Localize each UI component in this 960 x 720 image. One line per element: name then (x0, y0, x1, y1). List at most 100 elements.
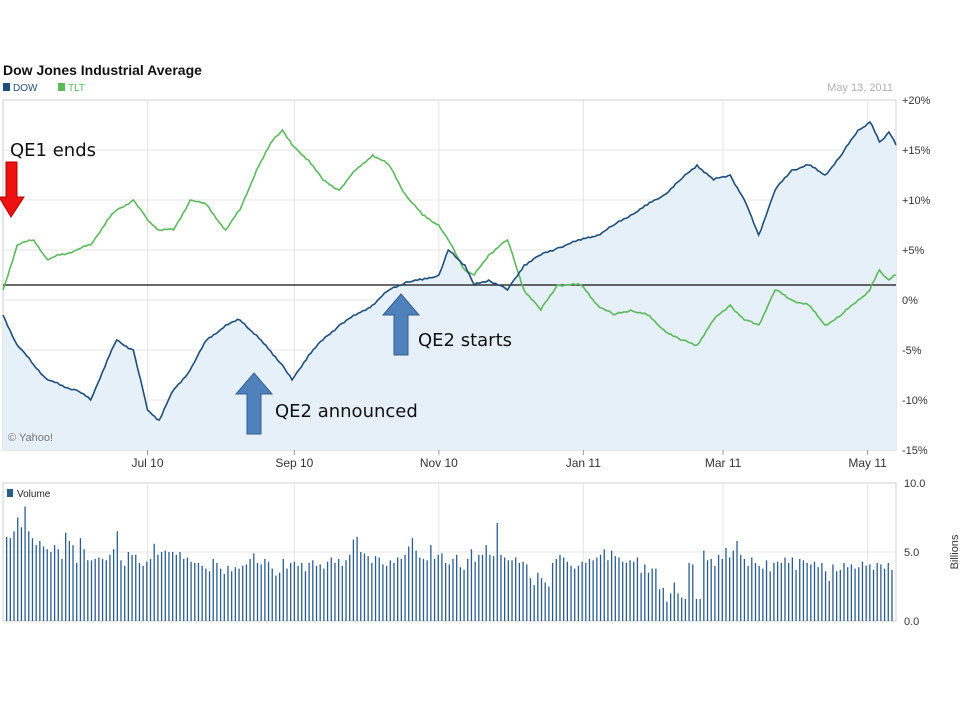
volume-bar (90, 560, 93, 621)
volume-bar (61, 558, 63, 621)
volume-bar (345, 560, 347, 621)
volume-bar (389, 560, 391, 621)
volume-unit-label: Billions (949, 534, 960, 569)
y-tick-label: +10% (902, 195, 931, 207)
volume-bar (824, 571, 827, 621)
volume-bar (677, 593, 679, 621)
volume-bar (614, 556, 616, 621)
volume-bar (109, 554, 111, 621)
volume-bar (666, 601, 668, 621)
volume-bar (717, 554, 720, 621)
volume-bar (522, 561, 524, 621)
volume-bar (146, 561, 148, 621)
volume-bar (485, 545, 487, 621)
volume-bar (640, 572, 642, 621)
volume-bar (633, 561, 635, 621)
volume-bar (448, 564, 450, 621)
volume-bar (194, 563, 196, 621)
volume-bar (714, 565, 716, 621)
volume-bar (566, 561, 568, 621)
volume-bar (415, 550, 417, 621)
volume-bar (710, 558, 712, 621)
volume-bar (758, 565, 760, 621)
volume-bar (9, 538, 11, 621)
volume-bar (404, 554, 406, 621)
volume-bar (883, 568, 886, 621)
volume-bar (175, 554, 177, 621)
volume-bar (374, 556, 377, 621)
volume-bar (208, 571, 211, 621)
qe1-ends-label: QE1 ends (10, 140, 96, 161)
volume-bar (496, 523, 498, 621)
volume-bar (245, 564, 248, 621)
volume-bar (219, 568, 222, 621)
volume-bar (105, 560, 107, 621)
volume-bar (515, 557, 517, 621)
volume-bar (891, 569, 893, 621)
volume-bar (481, 554, 484, 621)
volume-bar (636, 557, 639, 621)
volume-bar (588, 558, 591, 621)
volume-bar (529, 578, 532, 621)
volume-bar (813, 561, 816, 621)
volume-bar (131, 554, 133, 621)
volume-y-ticks: 10.0 5.0 0.0 (904, 478, 925, 628)
volume-bar (607, 560, 609, 621)
volume-bar (408, 546, 410, 621)
volume-bar (426, 560, 428, 621)
volume-bar (544, 582, 546, 621)
volume-bar (127, 552, 130, 621)
volume-bar (212, 558, 214, 621)
volume-bar (297, 565, 299, 621)
volume-bar (149, 558, 152, 621)
volume-bar (751, 557, 753, 621)
volume-bar (854, 568, 856, 621)
volume-bar (740, 554, 742, 621)
volume-bar (79, 538, 82, 621)
volume-bar (629, 560, 631, 621)
x-tick-label: Jul 10 (131, 456, 163, 470)
volume-bar (574, 568, 576, 621)
volume-bar (806, 563, 808, 621)
volume-bar (754, 563, 757, 621)
volume-bar (773, 563, 775, 621)
qe1-ends-annotation: QE1 ends (0, 140, 96, 218)
y-axis-ticks: +20% +15% +10% +5% 0% -5% -10% -15% (902, 95, 931, 457)
volume-bar (360, 552, 362, 621)
volume-bar (743, 558, 746, 621)
volume-bar (308, 563, 310, 621)
volume-bar (35, 545, 37, 621)
volume-bar (238, 568, 240, 621)
volume-bar (795, 569, 797, 621)
volume-bar (880, 564, 882, 621)
up-arrow-icon (234, 372, 274, 435)
y-tick-label: +5% (902, 245, 925, 257)
volume-bar (872, 569, 875, 621)
volume-bar (684, 598, 687, 621)
volume-bar (278, 572, 281, 621)
volume-bar (216, 563, 218, 621)
volume-bar (559, 554, 561, 621)
date-stamp: May 13, 2011 (827, 82, 893, 94)
volume-bar (201, 565, 203, 621)
volume-bar (334, 563, 336, 621)
volume-bar (293, 561, 296, 621)
volume-bar (53, 545, 56, 621)
volume-bar (839, 569, 841, 621)
volume-bar (382, 564, 384, 621)
volume-bar (205, 568, 207, 621)
volume-bar (681, 597, 683, 621)
volume-bar (157, 554, 159, 621)
volume-bar (492, 556, 495, 621)
up-arrow-icon (381, 293, 421, 356)
volume-bar (444, 563, 447, 621)
x-tick-label: Mar 11 (705, 456, 742, 470)
volume-legend-swatch (7, 489, 13, 497)
volume-bar (341, 565, 343, 621)
volume-bar (397, 557, 399, 621)
volume-bar (267, 561, 270, 621)
volume-bar (433, 558, 436, 621)
volume-bar (581, 561, 583, 621)
volume-bar (197, 563, 200, 621)
volume-bar (24, 506, 26, 621)
